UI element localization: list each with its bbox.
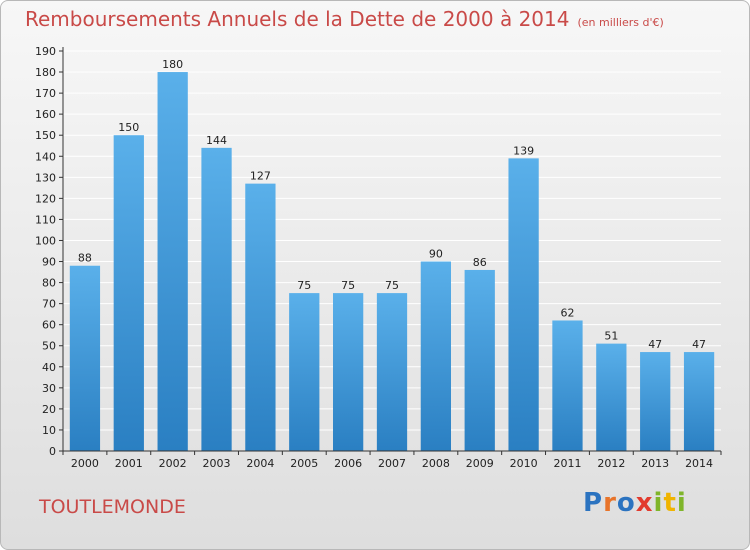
y-tick-label: 110 <box>35 213 56 226</box>
data-label: 75 <box>385 279 399 292</box>
y-tick-label: 50 <box>42 340 56 353</box>
x-tick-label: 2007 <box>378 457 406 470</box>
bar <box>596 343 627 451</box>
data-labels: 88 150 180 144 127 75 75 75 90 86 139 62 51 47 47 <box>78 58 706 351</box>
y-tick-label: 0 <box>49 445 56 458</box>
logo-letter: i <box>653 488 664 518</box>
x-tick-label: 2002 <box>159 457 187 470</box>
bar <box>69 265 101 451</box>
x-tick-label: 2014 <box>685 457 713 470</box>
x-tick-label: 2010 <box>510 457 538 470</box>
bar <box>201 147 232 451</box>
bar <box>376 293 408 451</box>
y-tick-label: 120 <box>35 192 56 205</box>
data-label: 150 <box>118 121 139 134</box>
y-tick-label: 80 <box>42 277 56 290</box>
data-label: 139 <box>513 144 534 157</box>
data-label: 51 <box>604 330 618 343</box>
data-label: 86 <box>473 256 487 269</box>
bar <box>157 72 188 451</box>
y-tick-label: 190 <box>35 45 56 58</box>
bar <box>420 261 452 451</box>
y-tick-label: 160 <box>35 108 56 121</box>
x-tick-label: 2012 <box>597 457 625 470</box>
bar <box>640 352 671 451</box>
data-label: 88 <box>78 252 92 265</box>
y-tick-label: 30 <box>42 382 56 395</box>
logo-letter: P <box>583 488 604 518</box>
bar <box>289 293 320 451</box>
bar <box>552 320 583 451</box>
logo-letter: o <box>616 488 636 518</box>
x-tick-label: 2009 <box>466 457 494 470</box>
bars <box>69 72 715 452</box>
y-tick-label: 70 <box>42 298 56 311</box>
chart-title-text: Remboursements Annuels de la Dette de 20… <box>25 7 570 31</box>
x-tick-label: 2006 <box>334 457 362 470</box>
bar <box>332 293 364 451</box>
y-tick-label: 130 <box>35 171 56 184</box>
axes: 0 10 20 30 40 50 60 70 80 90 100 110 120 130 140 150 160… <box>35 45 722 470</box>
x-tick-label: 2000 <box>71 457 99 470</box>
data-label: 144 <box>206 134 227 147</box>
data-label: 90 <box>429 248 443 261</box>
y-tick-label: 20 <box>42 403 56 416</box>
data-label: 75 <box>297 279 311 292</box>
bar <box>464 269 495 451</box>
x-tick-label: 2003 <box>203 457 231 470</box>
y-tick-label: 10 <box>42 424 56 437</box>
x-tick-label: 2001 <box>115 457 143 470</box>
logo-letter: t <box>663 488 677 518</box>
chart-title: Remboursements Annuels de la Dette de 20… <box>25 7 664 31</box>
x-tick-label: 2008 <box>422 457 450 470</box>
commune-name: TOUTLEMONDE <box>39 496 186 518</box>
y-tick-label: 170 <box>35 87 56 100</box>
y-tick-label: 40 <box>42 361 56 374</box>
logo-letter: x <box>635 488 654 518</box>
logo-letter: i <box>676 488 687 518</box>
chart-unit: (en milliers d'€) <box>577 16 664 29</box>
y-tick-label: 140 <box>35 150 56 163</box>
data-label: 180 <box>162 58 183 71</box>
bar <box>508 158 539 452</box>
x-tick-label: 2004 <box>246 457 274 470</box>
y-tick-label: 100 <box>35 234 56 247</box>
data-label: 47 <box>648 338 662 351</box>
x-tick-label: 2013 <box>641 457 669 470</box>
y-tick-label: 60 <box>42 319 56 332</box>
data-label: 47 <box>692 338 706 351</box>
y-tick-label: 150 <box>35 129 56 142</box>
x-tick-label: 2005 <box>290 457 318 470</box>
bar <box>683 352 715 451</box>
y-tick-label: 180 <box>35 66 56 79</box>
data-label: 127 <box>250 170 271 183</box>
logo-letter: r <box>603 488 617 518</box>
data-label: 75 <box>341 279 355 292</box>
x-tick-label: 2011 <box>553 457 581 470</box>
proxiti-logo[interactable]: Proxiti <box>583 488 703 524</box>
data-label: 62 <box>560 306 574 319</box>
bar <box>113 135 144 452</box>
bar <box>245 183 276 451</box>
y-tick-label: 90 <box>42 256 56 269</box>
